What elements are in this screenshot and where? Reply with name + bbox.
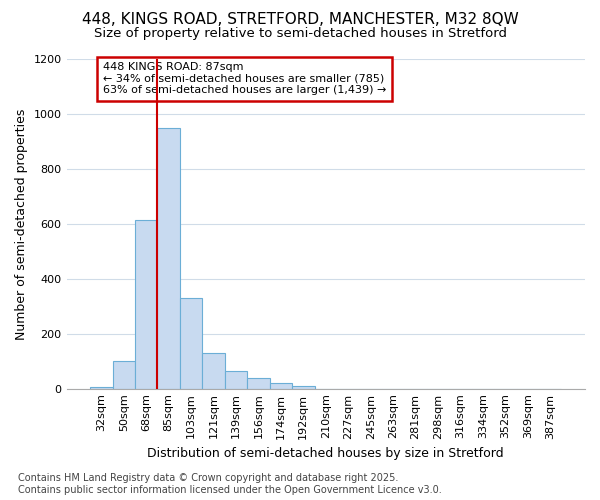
Bar: [113, 361, 135, 388]
Bar: [135, 220, 157, 388]
Bar: [225, 371, 247, 388]
Bar: [269, 383, 292, 388]
Text: Size of property relative to semi-detached houses in Stretford: Size of property relative to semi-detach…: [94, 28, 506, 40]
Bar: [292, 386, 314, 388]
Text: 448, KINGS ROAD, STRETFORD, MANCHESTER, M32 8QW: 448, KINGS ROAD, STRETFORD, MANCHESTER, …: [82, 12, 518, 28]
Text: 448 KINGS ROAD: 87sqm
← 34% of semi-detached houses are smaller (785)
63% of sem: 448 KINGS ROAD: 87sqm ← 34% of semi-deta…: [103, 62, 386, 96]
Bar: [180, 298, 202, 388]
Bar: [157, 128, 180, 388]
Bar: [247, 378, 269, 388]
Bar: [202, 353, 225, 388]
Y-axis label: Number of semi-detached properties: Number of semi-detached properties: [15, 108, 28, 340]
X-axis label: Distribution of semi-detached houses by size in Stretford: Distribution of semi-detached houses by …: [148, 447, 504, 460]
Text: Contains HM Land Registry data © Crown copyright and database right 2025.
Contai: Contains HM Land Registry data © Crown c…: [18, 474, 442, 495]
